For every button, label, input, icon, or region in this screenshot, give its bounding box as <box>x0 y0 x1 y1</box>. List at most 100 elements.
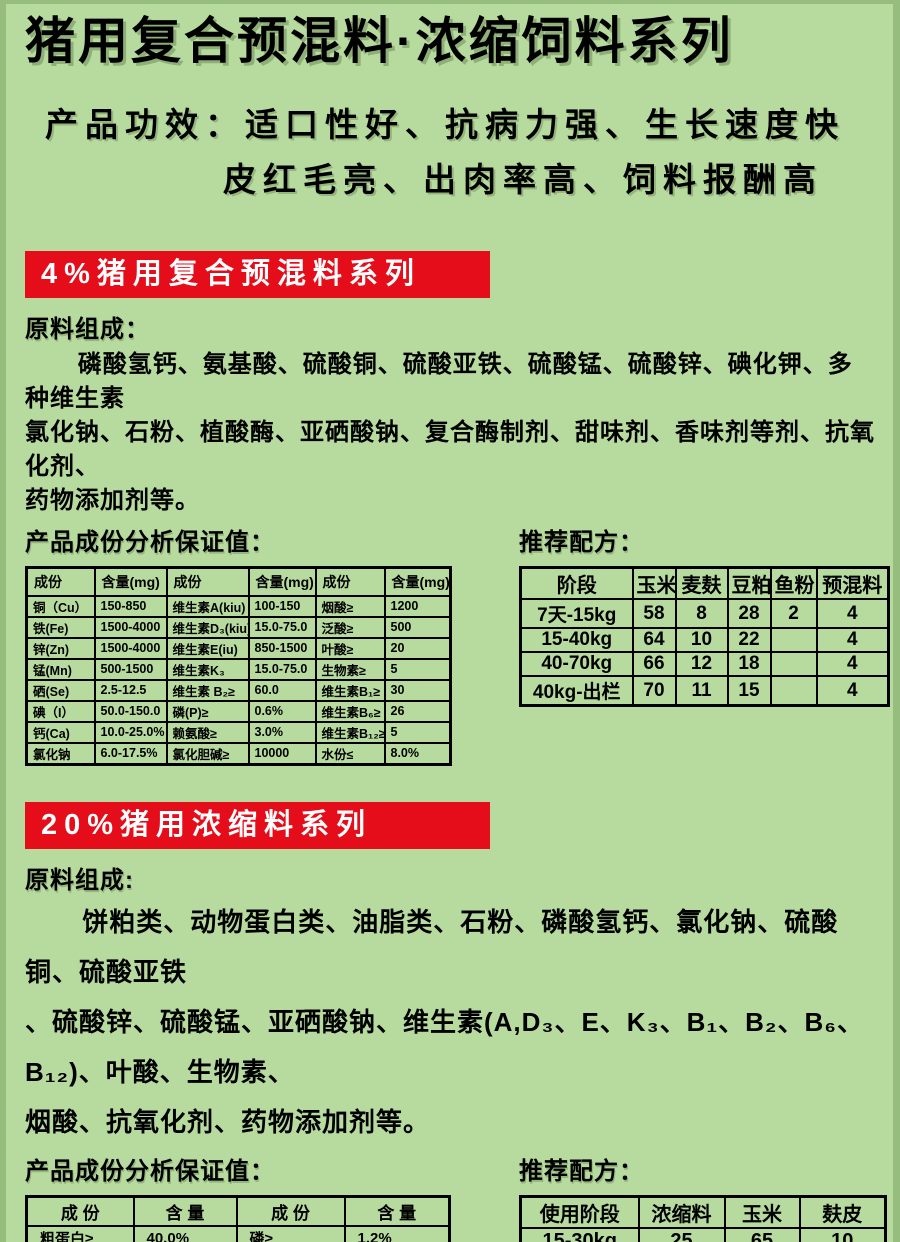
table-cell: 烟酸≥ <box>314 594 386 618</box>
table-cell: 40-70kg <box>519 651 634 677</box>
table-cell <box>769 675 818 707</box>
table-cell: 15-40kg <box>519 627 634 653</box>
column-header: 阶段 <box>519 566 634 600</box>
table-cell: 磷≥ <box>235 1225 346 1242</box>
table-cell: 12 <box>674 651 729 677</box>
premix-section-banner: 4%猪用复合预混料系列 <box>25 251 490 298</box>
table-cell: 铁(Fe) <box>25 615 96 639</box>
table-cell: 维生素B₁≥ <box>314 678 386 702</box>
column-header: 使用阶段 <box>519 1195 640 1229</box>
table-cell: 15.0-75.0 <box>247 657 317 681</box>
table-cell: 70 <box>631 675 677 707</box>
table-header-row: 成份 含量(mg) 成份 含量(mg) 成份 含量(mg) <box>25 566 452 597</box>
column-header: 成 份 <box>25 1195 135 1227</box>
table-cell: 磷(P)≥ <box>165 699 250 723</box>
table-cell: 2 <box>769 598 818 629</box>
column-header: 玉米 <box>631 566 677 600</box>
ingredients-line: 氯化钠、石粉、植酸酶、亚硒酸钠、复合酶制剂、甜味剂、香味剂等剂、抗氧化剂、 <box>25 419 875 480</box>
concentrate-analysis-column: 产品成份分析保证值： 成 份含 量成 份含 量粗蛋白≥40.0%磷≥1.2%粗纤… <box>25 1147 451 1242</box>
table-row: 氯化钠 6.0-17.5% 氯化胆碱≥ 10000 水份≤ 8.0% <box>25 741 452 765</box>
premix-formula-table: 阶段 玉米 麦麸 豆粕 鱼粉 预混料 7天-15kg 58 8 28 2 4 15-40kg 64 10 22… <box>519 566 890 707</box>
table-cell: 泛酸≥ <box>314 615 386 639</box>
table-cell: 粗蛋白≥ <box>25 1225 135 1242</box>
table-cell: 10000 <box>247 741 317 765</box>
column-header: 含 量 <box>132 1195 238 1227</box>
table-cell <box>769 651 818 677</box>
table-cell: 铜（Cu） <box>25 594 96 618</box>
table-row: 7天-15kg 58 8 28 2 4 <box>519 598 890 629</box>
table-row: 粗蛋白≥ 40.0% 磷≥ 1.2% <box>25 1225 451 1242</box>
table-cell: 2.5-12.5 <box>93 678 168 702</box>
premix-analysis-table: 成份 含量(mg) 成份 含量(mg) 成份 含量(mg) 铜（Cu） 150-850 维生素A… <box>25 566 452 766</box>
ingredients-line: 饼粕类、动物蛋白类、油脂类、石粉、磷酸氢钙、氯化钠、硫酸铜、硫酸亚铁 <box>25 906 839 987</box>
premix-tables-row: 产品成份分析保证值： 成份 含量(mg) 成份 含量(mg) 成份 含量(mg) 铜（Cu）… <box>25 518 900 766</box>
column-header: 豆粕 <box>726 566 772 600</box>
table-cell: 26 <box>383 699 452 723</box>
concentrate-ingredients-heading: 原料组成: <box>25 866 134 894</box>
table-cell: 锰(Mn) <box>25 657 96 681</box>
table-cell: 11 <box>674 675 729 707</box>
concentrate-formula-heading: 推荐配方： <box>519 1157 644 1185</box>
column-header: 含 量 <box>343 1195 451 1227</box>
table-cell: 维生素D₃(kiu) <box>165 615 250 639</box>
ingredients-line: 磷酸氢钙、氨基酸、硫酸铜、硫酸亚铁、硫酸锰、硫酸锌、碘化钾、多种维生素 <box>25 351 853 412</box>
table-row: 40-70kg 66 12 18 4 <box>519 651 890 677</box>
column-header: 成份 <box>25 566 96 597</box>
table-row: 铜（Cu） 150-850 维生素A(kiu) 100-150 烟酸≥ 1200 <box>25 594 452 618</box>
product-efficacy: 产品功效：适口性好、抗病力强、生长速度快 皮红毛亮、出肉率高、饲料报酬高 <box>45 97 900 207</box>
table-cell: 硒(Se) <box>25 678 96 702</box>
efficacy-line-1: 产品功效：适口性好、抗病力强、生长速度快 <box>45 106 845 143</box>
table-cell: 4 <box>815 651 890 677</box>
concentrate-ingredients-paragraph: 饼粕类、动物蛋白类、油脂类、石粉、磷酸氢钙、氯化钠、硫酸铜、硫酸亚铁 、硫酸锌、… <box>25 897 875 1147</box>
table-cell: 28 <box>726 598 772 629</box>
table-cell: 1500-4000 <box>93 636 168 660</box>
table-cell: 1.2% <box>343 1225 451 1242</box>
table-header-row: 成 份含 量成 份含 量 <box>25 1195 451 1227</box>
table-cell: 维生素K₃ <box>165 657 250 681</box>
table-cell: 4 <box>815 627 890 653</box>
table-cell: 4 <box>815 598 890 629</box>
ingredients-line: 药物添加剂等。 <box>25 487 200 514</box>
column-header: 成份 <box>314 566 386 597</box>
table-cell: 40kg-出栏 <box>519 675 634 707</box>
column-header: 成份 <box>165 566 250 597</box>
table-cell: 25 <box>637 1226 726 1242</box>
table-row: 钙(Ca) 10.0-25.0% 赖氨酸≥ 3.0% 维生素B₁₂≥ 5 <box>25 720 452 744</box>
table-cell: 20 <box>383 636 452 660</box>
table-cell: 500 <box>383 615 452 639</box>
concentrate-analysis-heading: 产品成份分析保证值： <box>25 1157 275 1185</box>
table-cell: 50.0-150.0 <box>93 699 168 723</box>
table-cell: 15.0-75.0 <box>247 615 317 639</box>
table-cell: 水份≤ <box>314 741 386 765</box>
table-cell: 维生素A(kiu) <box>165 594 250 618</box>
table-cell: 10 <box>674 627 729 653</box>
table-row: 碘（I） 50.0-150.0 磷(P)≥ 0.6% 维生素B₆≥ 26 <box>25 699 452 723</box>
table-cell: 8 <box>674 598 729 629</box>
premix-analysis-heading: 产品成份分析保证值： <box>25 529 275 556</box>
table-cell: 7天-15kg <box>519 598 634 629</box>
column-header: 浓缩料 <box>637 1195 726 1229</box>
column-header: 玉米 <box>723 1195 801 1229</box>
concentrate-tables-row: 产品成份分析保证值： 成 份含 量成 份含 量粗蛋白≥40.0%磷≥1.2%粗纤… <box>25 1147 900 1242</box>
table-row: 锌(Zn) 1500-4000 维生素E(iu) 850-1500 叶酸≥ 20 <box>25 636 452 660</box>
table-cell: 维生素B₁₂≥ <box>314 720 386 744</box>
table-cell: 850-1500 <box>247 636 317 660</box>
table-cell: 锌(Zn) <box>25 636 96 660</box>
premix-formula-column: 推荐配方： 阶段 玉米 麦麸 豆粕 鱼粉 预混料 7天-15kg 58 8 28 2 4 15-40kg… <box>519 518 890 707</box>
table-cell: 维生素 B₂≥ <box>165 678 250 702</box>
column-header: 麸皮 <box>798 1195 887 1229</box>
table-cell: 18 <box>726 651 772 677</box>
premix-ingredients-paragraph: 磷酸氢钙、氨基酸、硫酸铜、硫酸亚铁、硫酸锰、硫酸锌、碘化钾、多种维生素 氯化钠、… <box>25 348 875 518</box>
table-cell: 赖氨酸≥ <box>165 720 250 744</box>
table-cell: 30 <box>383 678 452 702</box>
column-header: 含量(mg) <box>93 566 168 597</box>
table-cell: 1200 <box>383 594 452 618</box>
table-cell: 500-1500 <box>93 657 168 681</box>
table-cell: 60.0 <box>247 678 317 702</box>
ingredients-line: 烟酸、抗氧化剂、药物添加剂等。 <box>25 1106 431 1137</box>
table-row: 40kg-出栏 70 11 15 4 <box>519 675 890 707</box>
column-header: 麦麸 <box>674 566 729 600</box>
table-cell: 58 <box>631 598 677 629</box>
table-row: 铁(Fe) 1500-4000 维生素D₃(kiu) 15.0-75.0 泛酸≥ 500 <box>25 615 452 639</box>
